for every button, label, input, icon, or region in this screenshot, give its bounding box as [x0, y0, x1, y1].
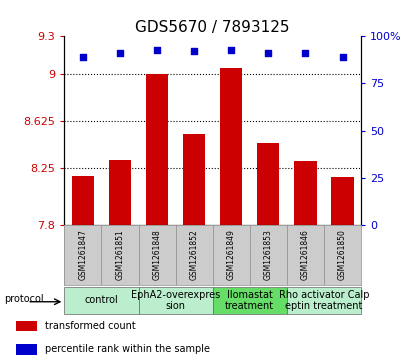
Text: Ilomastat
treatment: Ilomastat treatment — [225, 290, 274, 311]
Point — [228, 46, 234, 52]
Point — [154, 46, 160, 52]
Bar — [257, 143, 279, 225]
Point — [302, 50, 309, 56]
Title: GDS5670 / 7893125: GDS5670 / 7893125 — [135, 20, 290, 35]
Point — [339, 54, 346, 60]
Text: Rho activator Calp
eptin treatment: Rho activator Calp eptin treatment — [279, 290, 369, 311]
Bar — [146, 74, 168, 225]
Text: transformed count: transformed count — [45, 321, 136, 331]
Point — [80, 54, 86, 60]
Point — [265, 50, 272, 56]
Bar — [139, 287, 213, 314]
Bar — [72, 176, 94, 225]
Bar — [213, 287, 287, 314]
Text: percentile rank within the sample: percentile rank within the sample — [45, 344, 210, 354]
Text: GSM1261851: GSM1261851 — [115, 230, 124, 280]
Bar — [294, 161, 317, 225]
Text: EphA2-overexpres
sion: EphA2-overexpres sion — [131, 290, 220, 311]
Bar — [183, 134, 205, 225]
Bar — [16, 344, 37, 355]
Bar — [220, 68, 242, 225]
Text: protocol: protocol — [4, 294, 44, 304]
Bar — [64, 287, 139, 314]
Bar — [287, 287, 361, 314]
Text: control: control — [85, 295, 118, 305]
Bar — [16, 321, 37, 331]
Text: GSM1261849: GSM1261849 — [227, 229, 236, 281]
Bar — [332, 177, 354, 225]
Bar — [109, 160, 131, 225]
Text: GSM1261853: GSM1261853 — [264, 229, 273, 281]
Point — [117, 50, 123, 56]
Point — [191, 49, 198, 54]
Text: GSM1261848: GSM1261848 — [153, 230, 161, 280]
Text: GSM1261847: GSM1261847 — [78, 229, 88, 281]
Text: GSM1261846: GSM1261846 — [301, 229, 310, 281]
Text: GSM1261850: GSM1261850 — [338, 229, 347, 281]
Text: GSM1261852: GSM1261852 — [190, 230, 199, 280]
